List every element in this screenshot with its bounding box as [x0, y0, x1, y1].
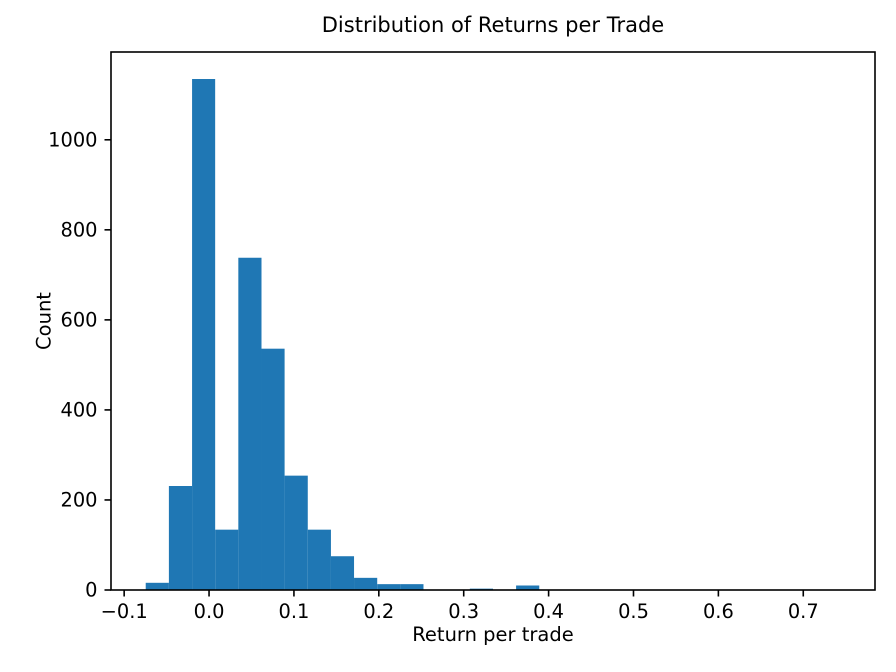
x-tick-label: 0.5	[618, 600, 649, 623]
histogram-bar	[238, 257, 262, 590]
histogram-bar	[400, 584, 424, 590]
y-tick-label: 1000	[48, 128, 97, 151]
y-tick-label: 0	[85, 579, 97, 602]
histogram-bar	[192, 79, 216, 590]
x-tick-label: 0.6	[703, 600, 734, 623]
plot-spines	[110, 51, 876, 591]
y-tick-label: 400	[60, 398, 97, 421]
chart-title: Distribution of Returns per Trade	[321, 13, 665, 37]
y-tick-label: 800	[60, 218, 97, 241]
histogram-bar	[354, 577, 378, 590]
histogram-bar	[330, 556, 355, 590]
y-tick-label: 600	[60, 308, 97, 331]
y-axis-label: Count	[32, 292, 56, 350]
histogram-bar	[261, 348, 285, 590]
histogram-bar	[307, 529, 331, 590]
x-tick-label: 0.7	[788, 600, 819, 623]
histogram-bar	[377, 584, 401, 590]
histogram-bar	[145, 582, 169, 590]
x-axis-label: Return per trade	[412, 623, 574, 646]
x-tick-label: −0.1	[101, 600, 148, 623]
x-tick-label: 0.4	[533, 600, 564, 623]
histogram-bar	[516, 585, 540, 590]
x-tick-label: 0.3	[448, 600, 479, 623]
x-tick-label: 0.2	[363, 600, 394, 623]
histogram-bar	[284, 475, 308, 590]
histogram-bar	[215, 529, 239, 590]
x-tick-label: 0.0	[194, 600, 225, 623]
x-tick-label: 0.1	[279, 600, 310, 623]
y-tick-label: 200	[60, 488, 97, 511]
histogram-bar	[168, 486, 193, 590]
